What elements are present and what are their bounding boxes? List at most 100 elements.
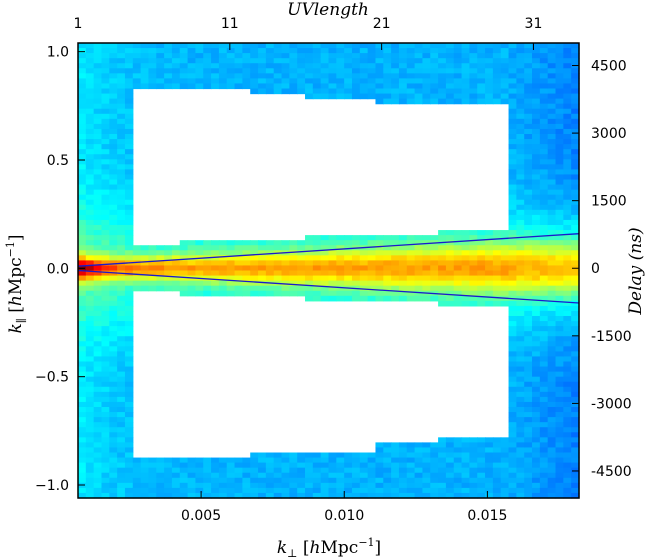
heatmap-cell [391, 98, 400, 105]
heatmap-cell [93, 275, 103, 282]
heatmap-cell [571, 189, 580, 196]
heatmap-cell [156, 472, 165, 479]
heatmap-cell [469, 437, 478, 443]
heatmap-cell [453, 260, 463, 267]
heatmap-cell [532, 179, 541, 186]
heatmap-cell [391, 88, 400, 95]
heatmap-cell [124, 396, 134, 403]
heatmap-cell [477, 235, 486, 241]
heatmap-cell [250, 487, 259, 494]
heatmap-cell [101, 295, 110, 302]
heatmap-cell [351, 68, 361, 74]
heatmap-cell [422, 78, 431, 85]
heatmap-cell [485, 492, 494, 499]
heatmap-cell [109, 376, 118, 383]
heatmap-cell [453, 73, 463, 79]
heatmap-cell [93, 184, 103, 191]
heatmap-cell [461, 245, 471, 251]
heatmap-cell [344, 270, 353, 277]
heatmap-cell [532, 356, 541, 363]
heatmap-cell [148, 53, 157, 59]
heatmap-cell [571, 184, 580, 191]
heatmap-cell [187, 53, 197, 59]
heatmap-cell [367, 260, 377, 267]
heatmap-cell [571, 452, 580, 459]
heatmap-cell [563, 204, 572, 211]
horizon-line [77, 233, 580, 267]
heatmap-cell [516, 321, 525, 327]
heatmap-cell [218, 73, 228, 79]
heatmap-cell [524, 209, 533, 216]
heatmap-cell [477, 300, 486, 307]
heatmap-cell [359, 58, 369, 64]
heatmap-cell [109, 300, 118, 307]
heatmap-cell [367, 285, 377, 292]
heatmap-cell [140, 467, 150, 474]
heatmap-cell [485, 300, 494, 307]
heatmap-cell [414, 48, 424, 54]
heatmap-cell [93, 189, 103, 196]
heatmap-cell [85, 134, 95, 140]
heatmap-cell [101, 48, 110, 54]
heatmap-cell [406, 487, 416, 494]
heatmap-cell [265, 53, 275, 59]
heatmap-cell [555, 462, 564, 469]
heatmap-cell [148, 58, 157, 64]
heatmap-cell [289, 285, 298, 292]
heatmap-cell [524, 432, 533, 438]
heatmap-cell [430, 73, 439, 79]
heatmap-cell [500, 260, 510, 267]
heatmap-cell [297, 462, 306, 469]
heatmap-cell [140, 73, 150, 79]
heatmap-cell [547, 174, 557, 181]
heatmap-cell [117, 376, 126, 383]
heatmap-cell [344, 78, 353, 85]
heatmap-cell [571, 235, 580, 241]
heatmap-cell [571, 108, 580, 115]
heatmap-cell [571, 275, 580, 282]
heatmap-cell [391, 472, 400, 479]
heatmap-cell [492, 452, 502, 459]
heatmap-cell [124, 432, 134, 438]
heatmap-cell [508, 214, 517, 221]
heatmap-cell [571, 78, 580, 85]
heatmap-cell [179, 472, 189, 479]
heatmap-cell [242, 73, 251, 79]
heatmap-cell [571, 48, 580, 54]
heatmap-cell [109, 73, 118, 79]
heatmap-cell [101, 235, 110, 241]
heatmap-cell [391, 275, 400, 282]
heatmap-cell [539, 321, 549, 327]
heatmap-cell [85, 108, 95, 115]
heatmap-cell [359, 240, 369, 246]
heatmap-cell [203, 68, 212, 74]
heatmap-cell [539, 250, 549, 256]
heatmap-cell [383, 255, 392, 261]
heatmap-cell [445, 53, 455, 59]
heatmap-cell [516, 391, 525, 398]
heatmap-cell [78, 300, 87, 307]
heatmap-cell [85, 189, 95, 196]
heatmap-cell [461, 300, 471, 307]
heatmap-cell [555, 73, 564, 79]
heatmap-cell [336, 245, 345, 251]
heatmap-cell [78, 48, 87, 54]
heatmap-cell [305, 472, 314, 479]
heatmap-cell [445, 467, 455, 474]
heatmap-cell [85, 174, 95, 181]
heatmap-cell [508, 270, 517, 277]
heatmap-cell [453, 467, 463, 474]
heatmap-cell [171, 255, 181, 261]
heatmap-cell [297, 260, 306, 267]
heatmap-cell [242, 472, 251, 479]
heatmap-cell [391, 482, 400, 489]
heatmap-cell [492, 88, 502, 95]
heatmap-cell [93, 174, 103, 181]
heatmap-cell [320, 270, 330, 277]
heatmap-cell [516, 412, 525, 418]
heatmap-cell [367, 43, 377, 49]
heatmap-cell [351, 270, 361, 277]
heatmap-cell [242, 260, 251, 267]
heatmap-cell [532, 260, 541, 267]
heatmap-cell [101, 290, 110, 297]
